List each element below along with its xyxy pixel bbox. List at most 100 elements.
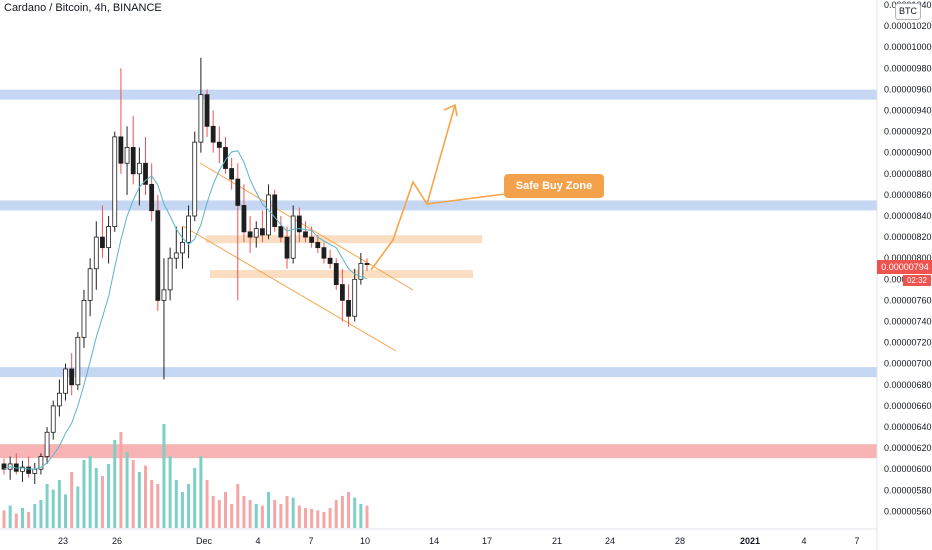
volume-bar xyxy=(334,500,338,528)
volume-bar xyxy=(82,460,86,528)
candle-body xyxy=(364,263,370,265)
volume-bar xyxy=(217,500,221,528)
volume-bar xyxy=(137,472,141,528)
y-tick-label: 0.00000940 xyxy=(884,106,932,116)
volume-bar xyxy=(260,505,264,528)
candle-body xyxy=(241,205,247,233)
volume-bar xyxy=(70,472,74,528)
projection-zigzag[interactable] xyxy=(370,104,456,271)
y-tick-label: 0.00000700 xyxy=(884,359,932,369)
x-tick-label: 10 xyxy=(360,536,370,546)
y-tick-label: 0.00000840 xyxy=(884,211,932,221)
candle-body xyxy=(358,263,364,280)
horizontal-zones xyxy=(0,89,877,459)
candle-body xyxy=(204,94,210,127)
zone-band-3[interactable] xyxy=(0,444,877,459)
y-tick-label: 0.00001020 xyxy=(884,21,932,31)
volume-bar xyxy=(365,505,369,528)
volume-bar xyxy=(199,456,203,528)
volume-bar xyxy=(14,513,18,528)
callout-pointer xyxy=(426,193,506,205)
volume-bar xyxy=(254,504,258,528)
y-tick-label: 0.00000760 xyxy=(884,295,932,305)
x-tick-label: 7 xyxy=(308,536,313,546)
volume-bar xyxy=(88,456,92,528)
volume-bar xyxy=(57,480,61,528)
candle-body xyxy=(186,215,191,243)
currency-button[interactable]: BTC xyxy=(895,3,921,20)
volume-bar xyxy=(8,505,12,528)
candle-body xyxy=(266,194,271,236)
channel-lower-line[interactable] xyxy=(182,225,397,352)
candle-body xyxy=(38,456,44,470)
volume-bar xyxy=(267,492,271,528)
y-tick-label: 0.00000860 xyxy=(884,190,932,200)
x-tick-label: 21 xyxy=(552,536,562,546)
candle-body xyxy=(229,168,235,180)
candle-body xyxy=(155,210,161,301)
x-axis-ticks: 23 26 Dec 4 7 10 14 17 21 24 28 2021 4 7 xyxy=(58,536,860,546)
volume-bar xyxy=(27,512,31,528)
candle-body xyxy=(106,226,111,249)
candle-body xyxy=(50,405,56,433)
volume-bar xyxy=(174,480,178,528)
moving-average-line xyxy=(3,150,368,470)
volume-bar xyxy=(180,492,184,528)
volume-bar xyxy=(144,465,148,528)
candle-body xyxy=(284,236,290,259)
volume-bar xyxy=(131,460,135,528)
y-tick-label: 0.00000980 xyxy=(884,63,932,73)
candle-body xyxy=(136,162,142,175)
orange-zone-1[interactable] xyxy=(210,270,473,279)
zone-band-1[interactable] xyxy=(0,200,877,211)
candle-body xyxy=(339,284,345,301)
volume-bar xyxy=(162,424,166,528)
volume-bar xyxy=(223,492,227,528)
candle-body xyxy=(321,247,327,259)
x-tick-label: Dec xyxy=(196,536,213,546)
x-tick-label: 14 xyxy=(429,536,439,546)
candle-body xyxy=(309,236,315,243)
x-tick-label: 17 xyxy=(482,536,492,546)
candle-body xyxy=(87,268,93,301)
candle-body xyxy=(100,236,105,249)
y-tick-label: 0.00000600 xyxy=(884,464,932,474)
descending-channel[interactable] xyxy=(182,162,414,352)
volume-bar xyxy=(125,452,129,528)
zone-band-2[interactable] xyxy=(0,367,877,378)
volume-bar xyxy=(291,497,295,528)
volume-bar xyxy=(322,512,326,528)
volume-bar xyxy=(20,508,24,528)
volume-bar xyxy=(168,456,172,528)
zone-band-0[interactable] xyxy=(0,89,877,100)
candle-body xyxy=(26,466,32,474)
volume-bar xyxy=(33,504,37,528)
orange-zone-0[interactable] xyxy=(206,235,482,244)
y-tick-label: 0.00000640 xyxy=(884,422,932,432)
volume-bar xyxy=(303,508,307,528)
candle-body xyxy=(247,231,253,238)
volume-bar xyxy=(211,496,215,528)
volume-bar xyxy=(76,486,80,528)
projected-path[interactable] xyxy=(370,103,506,271)
y-tick-label: 0.00000800 xyxy=(884,253,932,263)
y-tick-label: 0.00000620 xyxy=(884,443,932,453)
volume-bar xyxy=(273,500,277,528)
safe-buy-zone-callout[interactable]: Safe Buy Zone xyxy=(504,174,604,198)
y-tick-label: 0.00000880 xyxy=(884,169,932,179)
candle-body xyxy=(210,125,216,143)
volume-bar xyxy=(156,484,160,528)
candle-body xyxy=(149,183,155,212)
candle-body xyxy=(315,241,321,249)
orange-rectangle-zones[interactable] xyxy=(206,235,482,279)
volume-bar xyxy=(64,494,68,528)
candle-body xyxy=(290,215,296,259)
volume-bar xyxy=(107,464,111,528)
y-tick-label: 0.00000660 xyxy=(884,401,932,411)
candle-body xyxy=(167,257,173,291)
candle-body xyxy=(143,162,148,185)
y-tick-label: 0.00000740 xyxy=(884,317,932,327)
volume-bar xyxy=(2,510,6,528)
candle-body xyxy=(161,289,167,301)
